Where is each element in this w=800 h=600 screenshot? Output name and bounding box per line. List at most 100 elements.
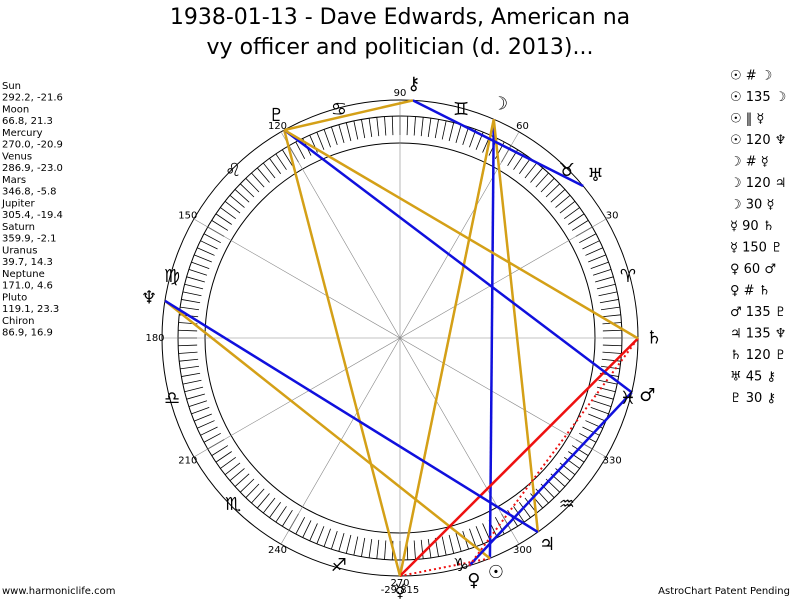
aspect-entry: ♄ 120 ♇ (730, 348, 786, 363)
aspect-line (398, 118, 495, 577)
ring-tick (302, 520, 312, 538)
ring-tick (263, 162, 276, 179)
aspect-entry: ♀ # ♄ (730, 284, 770, 299)
aspect-line (412, 99, 584, 188)
ring-tick (184, 386, 204, 393)
ring-tick (413, 540, 416, 560)
ring-tick (178, 351, 198, 354)
ring-tick (427, 538, 432, 558)
planet-name: Uranus (2, 246, 37, 257)
ring-tick (384, 116, 387, 136)
ring-tick (182, 379, 202, 385)
planet-glyph: ☽ (492, 94, 508, 115)
planet-position: 86.9, 16.9 (2, 328, 53, 339)
ring-tick (588, 254, 606, 263)
planet-glyph: ☿ (394, 581, 405, 600)
ring-tick (555, 194, 571, 208)
degree-label: 90 (394, 88, 407, 99)
aspect-entry: ☉ # ☽ (730, 69, 772, 84)
ring-tick (251, 172, 265, 188)
degree-label: 240 (268, 545, 287, 556)
ring-tick (602, 351, 622, 354)
ring-tick (194, 413, 212, 422)
aspect-entry: ♀ 60 ♂ (730, 262, 776, 277)
ring-tick (180, 306, 200, 311)
aspect-entry: ♅ 45 ⚷ (730, 370, 776, 385)
planet-name: Mercury (2, 128, 43, 139)
planet-position: 119.1, 23.3 (2, 304, 59, 315)
ring-tick (598, 379, 618, 385)
ring-ticks (178, 116, 622, 560)
ring-tick (220, 207, 237, 220)
ring-tick (197, 247, 215, 256)
aspect-line (283, 129, 633, 394)
ring-tick (323, 129, 331, 148)
zodiac-sign: ♍ (164, 266, 180, 287)
planet-position: 270.0, -20.9 (2, 140, 63, 151)
ring-tick (282, 509, 293, 527)
ring-tick (563, 456, 580, 469)
ring-tick (345, 534, 352, 554)
degree-label: 270 (390, 578, 409, 589)
planet-position: 292.2, -21.6 (2, 93, 63, 104)
title-line: 1938-01-13 - Dave Edwards, American na (170, 5, 630, 30)
ring-tick (598, 291, 618, 297)
aspect-line (164, 299, 539, 534)
ring-tick (462, 126, 469, 146)
ring-tick (599, 299, 619, 304)
aspect-line (283, 129, 402, 577)
planet-glyph: ♄ (646, 327, 662, 348)
planet-glyph: ⚷ (407, 73, 420, 94)
aspect-entry: ☽ 120 ♃ (730, 176, 786, 191)
ring-tick (269, 158, 282, 175)
zodiac-sign: ♎ (164, 388, 180, 409)
ring-tick (234, 189, 250, 203)
ring-tick (224, 462, 241, 475)
ring-tick (420, 539, 424, 559)
zodiac-sign: ♋ (331, 99, 347, 120)
zodiac-sign: ♏ (225, 494, 241, 515)
zodiac-sign: ♉ (559, 160, 575, 181)
aspect-entry: ♃ 135 ♆ (730, 327, 786, 342)
ring-tick (200, 426, 218, 436)
ring-tick (582, 240, 600, 250)
ring-tick (530, 493, 544, 509)
ring-tick (345, 122, 352, 142)
ring-tick (256, 167, 270, 183)
ring-tick (441, 120, 447, 140)
ring-tick (309, 523, 318, 541)
ring-tick (571, 220, 589, 231)
planet-position: 39.7, 14.3 (2, 257, 53, 268)
ring-tick (601, 314, 621, 318)
ring-tick (353, 120, 359, 140)
ring-tick (182, 291, 202, 297)
ring-tick (590, 261, 609, 269)
ring-tick (592, 400, 612, 407)
ring-tick (275, 506, 287, 523)
planet-position: 305.4, -19.4 (2, 210, 63, 221)
planet-name: Venus (2, 152, 32, 163)
ring-tick (178, 344, 198, 347)
ring-tick (559, 201, 576, 214)
planet-name: Mars (2, 175, 26, 186)
planet-position: 359.9, -2.1 (2, 234, 57, 245)
ring-tick (448, 534, 455, 554)
footer-right: AstroChart Patent Pending (658, 586, 790, 597)
ring-tick (568, 451, 585, 463)
ring-tick (391, 116, 394, 136)
planet-name: Sun (2, 81, 21, 92)
ring-tick (338, 533, 345, 552)
ring-tick (595, 393, 614, 400)
ring-tick (331, 530, 338, 550)
aspect-entry: ♇ 30 ⚷ (730, 391, 776, 406)
ring-tick (563, 207, 580, 220)
ring-tick (384, 540, 387, 560)
ring-tick (518, 501, 531, 518)
ring-tick (592, 269, 612, 276)
planet-glyph: ♇ (268, 105, 284, 126)
planet-name: Saturn (2, 222, 35, 233)
aspect-entry: ☿ 150 ♇ (730, 241, 783, 256)
ring-tick (475, 526, 484, 544)
planet-glyph: ♆ (141, 287, 157, 308)
ring-tick (361, 537, 366, 557)
